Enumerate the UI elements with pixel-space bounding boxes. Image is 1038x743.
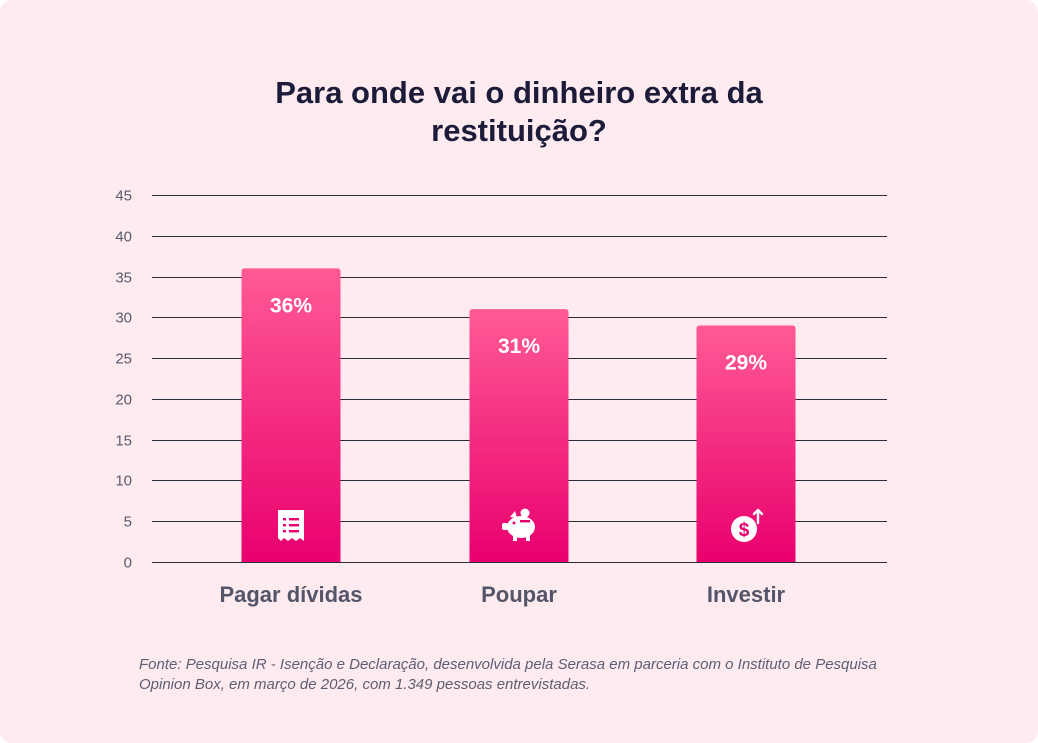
y-tick-label: 45 bbox=[115, 188, 132, 205]
dollar-invest-icon: $ bbox=[731, 508, 764, 542]
x-category-label: Poupar bbox=[481, 582, 557, 607]
up-arrow bbox=[752, 508, 764, 525]
receipt-line bbox=[289, 530, 299, 533]
receipt-dot bbox=[283, 518, 286, 521]
dollar-sign: $ bbox=[739, 520, 750, 541]
coin-slot bbox=[520, 520, 530, 523]
receipt-line bbox=[289, 518, 299, 521]
y-tick-label: 35 bbox=[115, 270, 132, 287]
bar bbox=[469, 309, 569, 562]
data-label: 29% bbox=[725, 351, 767, 374]
chart-title: Para onde vai o dinheiro extra da restit… bbox=[275, 75, 763, 148]
coin-circle bbox=[731, 516, 757, 542]
x-category-label: Investir bbox=[707, 582, 786, 607]
data-label: 31% bbox=[498, 335, 540, 358]
y-tick-label: 25 bbox=[115, 351, 132, 368]
piggy-body bbox=[507, 516, 535, 538]
source-note: Fonte: Pesquisa IR - Isenção e Declaraçã… bbox=[139, 656, 877, 693]
piggy-snout bbox=[502, 523, 508, 530]
y-tick-label: 20 bbox=[115, 392, 132, 409]
piggy-ear bbox=[510, 511, 517, 518]
receipt-line bbox=[289, 524, 299, 527]
piggy-leg bbox=[513, 535, 517, 541]
y-tick-label: 0 bbox=[124, 555, 132, 572]
y-tick-label: 15 bbox=[115, 433, 132, 450]
piggy-leg bbox=[526, 535, 530, 541]
y-tick-label: 5 bbox=[124, 514, 132, 531]
receipt-icon bbox=[278, 510, 304, 541]
piggy-eye bbox=[512, 521, 516, 525]
receipt-dot bbox=[283, 530, 286, 533]
bar bbox=[696, 325, 796, 562]
labels: 0 5 10 15 20 25 30 35 40 45 36% Pagar dívidas 31% Pou… bbox=[115, 188, 785, 608]
bars bbox=[241, 268, 796, 562]
data-label: 36% bbox=[270, 294, 312, 317]
y-tick-label: 40 bbox=[115, 229, 132, 246]
coin bbox=[520, 508, 530, 518]
bar bbox=[241, 268, 341, 562]
receipt-dot bbox=[283, 524, 286, 527]
x-category-label: Pagar dívidas bbox=[219, 582, 362, 607]
y-tick-label: 10 bbox=[115, 473, 132, 490]
y-tick-label: 30 bbox=[115, 310, 132, 327]
piggy-bank-icon bbox=[502, 508, 535, 541]
